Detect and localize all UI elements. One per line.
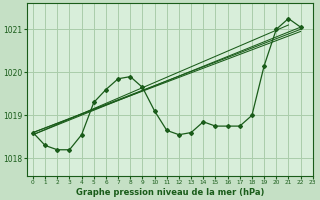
X-axis label: Graphe pression niveau de la mer (hPa): Graphe pression niveau de la mer (hPa) [76, 188, 264, 197]
